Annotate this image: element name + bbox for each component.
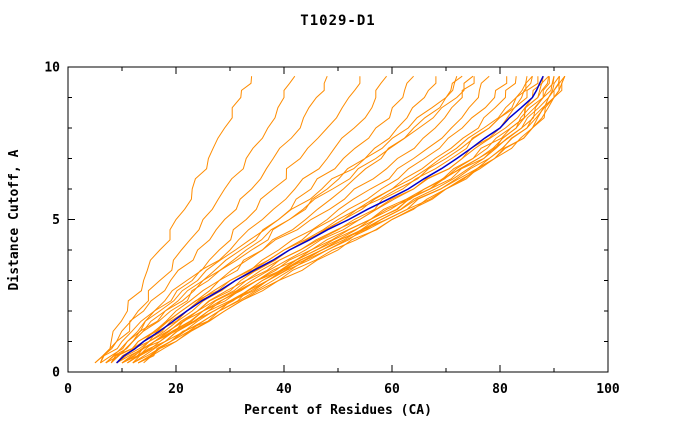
model-series-line bbox=[137, 76, 566, 364]
y-axis-label: Distance Cutoff, A bbox=[7, 149, 22, 290]
model-series-line bbox=[105, 76, 361, 364]
model-series-line bbox=[99, 75, 387, 364]
model-series-line bbox=[110, 76, 533, 364]
model-series-line bbox=[99, 75, 296, 364]
y-tick-label: 5 bbox=[52, 213, 60, 228]
x-tick-label: 80 bbox=[492, 382, 508, 397]
model-series-line bbox=[110, 76, 475, 364]
x-axis-label: Percent of Residues (CA) bbox=[244, 403, 432, 418]
model-series-line bbox=[110, 75, 533, 364]
x-tick-label: 40 bbox=[276, 382, 292, 397]
model-series-line bbox=[116, 76, 544, 364]
x-tick-label: 100 bbox=[596, 382, 620, 397]
model-series-line bbox=[100, 75, 463, 364]
plot-frame-and-ticks bbox=[67, 66, 609, 373]
y-tick-label: 0 bbox=[52, 366, 60, 381]
model-series-line bbox=[121, 75, 490, 364]
model-series-line bbox=[121, 76, 566, 364]
model-series-line bbox=[116, 76, 508, 364]
model-series-line bbox=[94, 76, 328, 364]
model-series-line bbox=[137, 76, 555, 364]
y-tick-label: 10 bbox=[44, 61, 60, 76]
model-series-line bbox=[105, 75, 474, 364]
highlight-series-line bbox=[116, 75, 544, 364]
model-series-line bbox=[143, 75, 566, 364]
x-tick-label: 0 bbox=[64, 382, 72, 397]
series-group bbox=[94, 75, 566, 364]
tick-labels: 0 20 40 60 80 100 0 5 10 bbox=[44, 61, 620, 398]
chart-title: T1029-D1 bbox=[300, 13, 375, 29]
x-tick-label: 20 bbox=[168, 382, 184, 397]
model-series-line bbox=[94, 76, 253, 364]
model-series-line bbox=[132, 75, 549, 364]
x-tick-label: 60 bbox=[384, 382, 400, 397]
